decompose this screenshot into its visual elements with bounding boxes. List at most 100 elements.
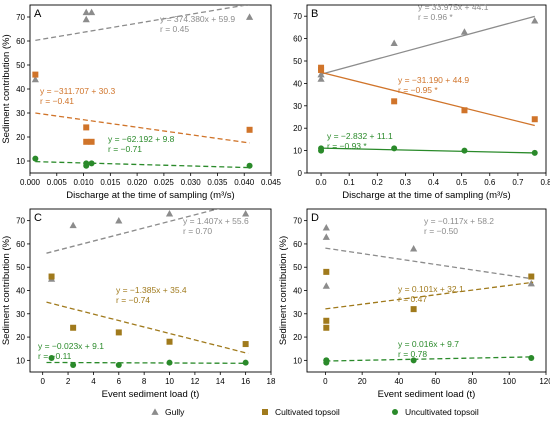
- regression-annotation: r = 0.70: [183, 226, 212, 236]
- series-gully: y = −0.117x + 58.2r = −0.50: [322, 216, 535, 289]
- trend-line: [46, 301, 249, 355]
- data-point: [48, 355, 55, 362]
- regression-annotation: y = 374.380x + 59.9: [160, 14, 235, 24]
- data-point: [48, 273, 55, 280]
- y-tick-label: 60: [16, 240, 25, 249]
- x-tick-label: 0.2: [372, 178, 384, 187]
- legend-label: Gully: [165, 407, 185, 417]
- x-tick-label: 0.015: [100, 178, 121, 187]
- x-tick-label: 0.6: [484, 178, 496, 187]
- y-axis-label: Sediment contribution (%): [1, 34, 12, 143]
- y-tick-label: 40: [16, 287, 25, 296]
- data-point: [242, 210, 250, 217]
- y-tick-label: 40: [293, 287, 302, 296]
- x-tick-label: 0.025: [154, 178, 175, 187]
- y-axis-label: Sediment contribution (%): [278, 236, 289, 345]
- regression-annotation: y = −0.117x + 58.2: [424, 216, 494, 226]
- regression-annotation: y = −1.385x + 35.4: [116, 285, 187, 295]
- regression-annotation: r = −0.74: [116, 295, 150, 305]
- panel-letter: D: [311, 212, 319, 224]
- x-tick-label: 2: [66, 377, 71, 386]
- x-tick-label: 0.045: [261, 178, 282, 187]
- data-point: [460, 28, 469, 35]
- y-tick-label: 60: [293, 35, 302, 44]
- legend-marker: [392, 409, 398, 415]
- data-point: [82, 15, 90, 23]
- y-tick-label: 40: [16, 85, 25, 94]
- legend-label: Cultivated topsoil: [275, 407, 340, 417]
- panel-letter: B: [311, 8, 318, 20]
- panel-b: B 0.0 0.1 0.2 0.3 0.4 0.5 0.6 0.7 0.8 0 10 20 30 40 50 6…: [293, 2, 550, 201]
- series-gully: y = 374.380x + 59.9r = 0.45: [31, 5, 254, 83]
- y-tick-label: 20: [293, 124, 302, 133]
- regression-annotation: r = 0.47: [398, 294, 427, 304]
- data-point: [410, 306, 417, 313]
- x-tick-label: 60: [431, 377, 440, 386]
- regression-annotation: r = −0.71: [108, 144, 142, 154]
- x-tick-label: 10: [165, 377, 174, 386]
- x-axis-label: Discharge at the time of sampling (m³/s): [66, 190, 234, 201]
- data-point: [317, 75, 325, 82]
- data-point: [323, 268, 330, 275]
- panel-c: C 0 2 4 6 8 10 12 14 16 18 10 20 30 40 50 60 70 Event sedi…: [1, 208, 276, 400]
- regression-annotation: r = −0.93 *: [327, 141, 367, 151]
- data-point: [166, 359, 173, 366]
- y-tick-label: 50: [16, 61, 25, 70]
- data-point: [245, 13, 254, 20]
- data-point: [31, 75, 39, 83]
- data-point: [115, 217, 123, 224]
- legend-label: Uncultivated topsoil: [405, 407, 479, 417]
- x-tick-label: 6: [117, 377, 122, 386]
- x-axis-label: Event sediment load (t): [378, 389, 476, 400]
- x-tick-label: 0.000: [20, 178, 41, 187]
- plot-frame: [306, 4, 547, 174]
- series-cultivated-topsoil: y = −31.190 + 44.9r = −0.95 *: [318, 64, 538, 127]
- x-tick-label: 100: [503, 377, 517, 386]
- data-point: [82, 8, 90, 16]
- x-tick-label: 0.0: [315, 178, 327, 187]
- series-uncultivated-topsoil: y = 0.016x + 9.7r = 0.78: [323, 339, 535, 366]
- trend-line: [35, 5, 250, 41]
- data-point: [531, 116, 538, 123]
- y-tick-label: 70: [293, 12, 302, 21]
- x-tick-label: 120: [539, 377, 550, 386]
- data-point: [83, 162, 90, 169]
- y-tick-label: 0: [298, 169, 303, 178]
- x-tick-label: 14: [216, 377, 225, 386]
- regression-annotation: r = 0.78: [398, 349, 427, 359]
- data-point: [246, 126, 253, 133]
- x-tick-label: 0.020: [127, 178, 148, 187]
- data-point: [391, 145, 398, 152]
- x-tick-label: 0: [323, 377, 328, 386]
- regression-annotation: y = −311.707 + 30.3: [40, 86, 115, 96]
- regression-annotation: y = −62.192 + 9.8: [108, 134, 175, 144]
- regression-annotation: y = 0.101x + 32.1: [398, 284, 464, 294]
- data-point: [318, 66, 325, 73]
- regression-annotation: y = 1.407x + 55.6: [183, 216, 249, 226]
- data-point: [83, 124, 90, 131]
- data-point: [390, 39, 398, 46]
- data-point: [410, 244, 418, 252]
- x-tick-label: 0.3: [400, 178, 412, 187]
- regression-annotation: r = −0.11: [38, 351, 72, 361]
- data-point: [461, 107, 468, 114]
- data-point: [32, 155, 39, 162]
- y-tick-label: 70: [16, 217, 25, 226]
- y-tick-label: 50: [293, 263, 302, 272]
- data-point: [87, 8, 96, 16]
- regression-annotation: y = 0.016x + 9.7: [398, 339, 459, 349]
- data-point: [70, 324, 77, 331]
- data-point: [528, 273, 535, 280]
- x-tick-label: 0.1: [344, 178, 356, 187]
- regression-annotation: r = −0.50: [424, 226, 458, 236]
- data-point: [69, 221, 77, 229]
- y-tick-label: 10: [16, 157, 25, 166]
- regression-annotation: r = 0.96 *: [418, 12, 453, 22]
- x-tick-label: 0.4: [428, 178, 440, 187]
- trend-line: [35, 160, 250, 169]
- x-axis-label: Discharge at the time of sampling (m³/s): [342, 190, 510, 201]
- x-tick-label: 0.7: [512, 178, 524, 187]
- data-point: [531, 17, 539, 24]
- y-tick-label: 60: [16, 37, 25, 46]
